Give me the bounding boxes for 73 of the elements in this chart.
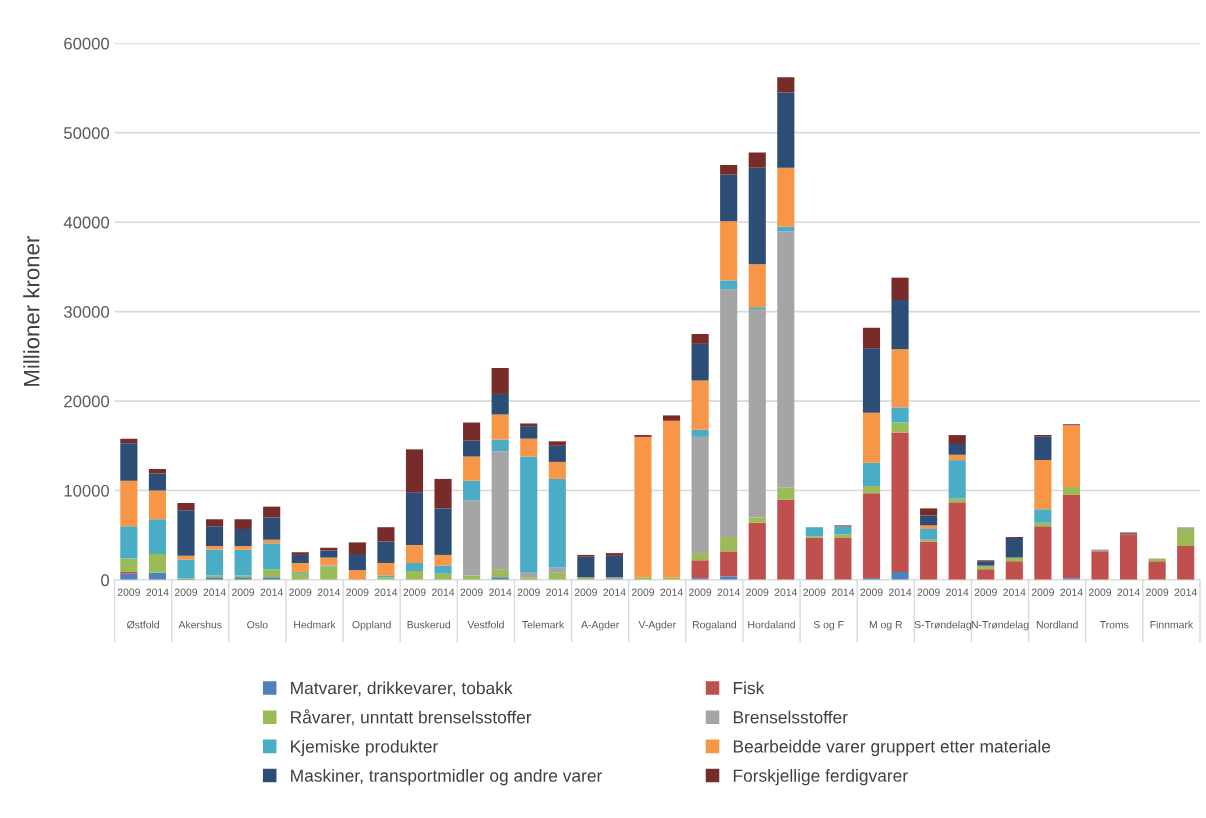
legend-label: Råvarer, unntatt brenselsstoffer bbox=[291, 709, 532, 726]
x-tick-label: 2014 bbox=[603, 588, 626, 596]
x-tick-label: 2014 bbox=[317, 588, 341, 596]
x-tick-label: 2009 bbox=[117, 588, 140, 596]
x-tick-label: 2014 bbox=[1174, 588, 1197, 596]
text: Hedmark bbox=[294, 620, 336, 629]
x-tick-label: 2014 bbox=[546, 588, 569, 596]
x-tick-label: 2009 bbox=[1031, 588, 1054, 596]
legend-label: Brenselsstoffer bbox=[733, 710, 848, 724]
x-tick-label: 2009 bbox=[517, 588, 540, 596]
y-tick-label: 10000 bbox=[64, 484, 110, 497]
legend-label: Bearbeidde varer gruppert etter materiale bbox=[733, 739, 1051, 757]
x-tick-label: 2014 bbox=[889, 588, 912, 596]
y-tick-label: 30000 bbox=[64, 306, 110, 318]
legend-label: Forskjellige ferdigvarer bbox=[733, 769, 908, 786]
text: Vestfold bbox=[467, 620, 504, 629]
x-tick-label: 2014 bbox=[774, 588, 798, 596]
x-tick-label: 2009 bbox=[746, 588, 769, 596]
x-tick-label: 2009 bbox=[289, 588, 312, 596]
x-tick-label: 2009 bbox=[174, 588, 198, 596]
x-tick-label: 2009 bbox=[1088, 588, 1112, 596]
x-tick-label: 2014 bbox=[489, 588, 512, 596]
text: S-Trøndelag bbox=[914, 620, 971, 631]
text: V-Agder bbox=[638, 620, 676, 631]
text: A-Agder bbox=[581, 620, 620, 631]
x-tick-label: 2009 bbox=[232, 588, 255, 596]
x-tick-label: 2009 bbox=[860, 588, 883, 596]
x-tick-label: 2009 bbox=[974, 588, 997, 596]
text: Nordland bbox=[1036, 620, 1078, 629]
x-tick-label: 2014 bbox=[831, 588, 855, 596]
x-tick-label: 2014 bbox=[374, 588, 398, 596]
x-tick-label: 2009 bbox=[917, 588, 940, 596]
text: Troms bbox=[1099, 621, 1129, 629]
text: Hordaland bbox=[748, 620, 795, 629]
text: N-Trøndelag bbox=[971, 620, 1029, 631]
legend-label: Matvarer, drikkevarer, tobakk bbox=[291, 681, 513, 697]
x-tick-label: 2014 bbox=[1117, 588, 1140, 596]
text: Telemark bbox=[522, 620, 565, 629]
text: Akershus bbox=[178, 620, 222, 629]
x-tick-label: 2009 bbox=[803, 588, 826, 596]
x-tick-label: 2014 bbox=[946, 588, 969, 596]
x-tick-label: 2009 bbox=[689, 588, 712, 596]
legend-label: Maskiner, transportmidler og andre varer bbox=[291, 769, 603, 786]
x-tick-label: 2014 bbox=[203, 588, 226, 596]
y-tick-label: 60000 bbox=[64, 37, 110, 50]
text: S og F bbox=[813, 620, 844, 631]
x-tick-label: 2014 bbox=[260, 588, 283, 596]
x-tick-label: 2014 bbox=[717, 588, 740, 596]
y-tick-label: 0 bbox=[101, 574, 110, 587]
legend-label: Kjemiske produkter bbox=[291, 739, 438, 757]
x-tick-label: 2014 bbox=[1003, 588, 1026, 596]
x-tick-label: 2014 bbox=[431, 588, 455, 596]
legend-label: Fisk bbox=[733, 681, 765, 695]
x-tick-label: 2009 bbox=[631, 588, 655, 596]
x-tick-label: 2009 bbox=[460, 588, 483, 596]
y-tick-label: 40000 bbox=[63, 216, 110, 229]
x-tick-label: 2009 bbox=[574, 588, 597, 596]
text: Østfold bbox=[127, 620, 159, 629]
x-tick-label: 2009 bbox=[1146, 588, 1169, 596]
text: M og R bbox=[869, 621, 903, 631]
x-tick-label: 2009 bbox=[346, 588, 369, 596]
text: Oslo bbox=[247, 620, 268, 629]
x-tick-label: 2009 bbox=[403, 588, 426, 596]
text: Rogaland bbox=[692, 620, 737, 631]
x-tick-label: 2014 bbox=[1060, 588, 1083, 596]
x-tick-label: 2014 bbox=[146, 588, 169, 596]
y-tick-label: 50000 bbox=[64, 127, 110, 139]
text: Oppland bbox=[352, 620, 391, 631]
text: Buskerud bbox=[407, 620, 451, 629]
x-tick-label: 2014 bbox=[660, 588, 683, 596]
y-axis-title: Millioner kroner bbox=[23, 236, 40, 386]
text: Finnmark bbox=[1150, 620, 1194, 629]
y-tick-label: 20000 bbox=[64, 395, 110, 408]
